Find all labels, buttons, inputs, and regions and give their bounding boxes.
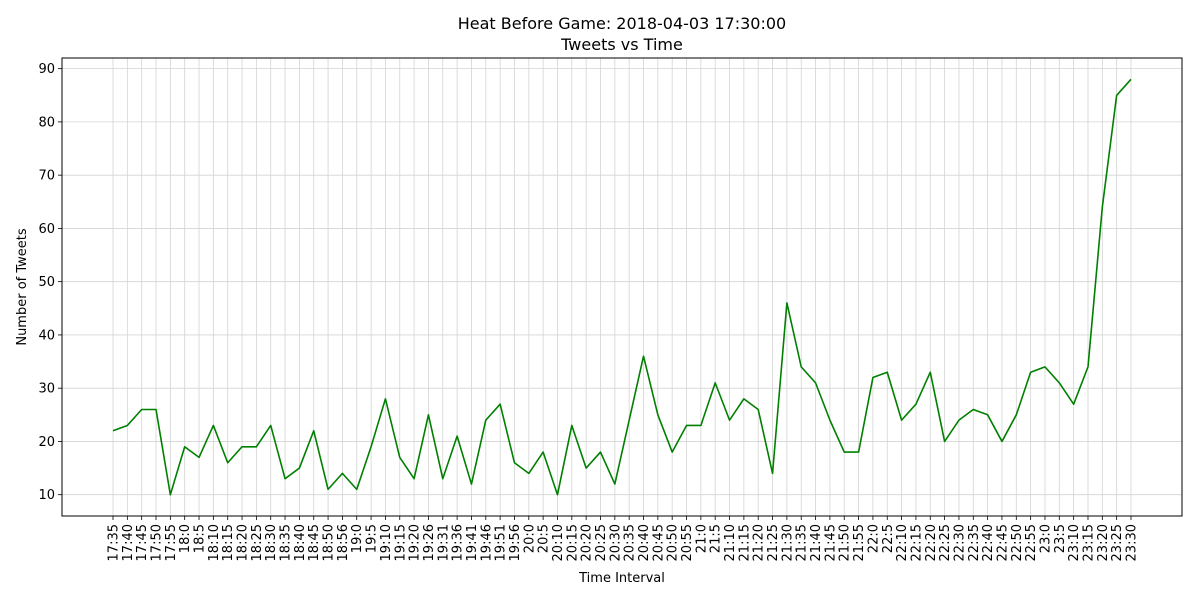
x-tick-label: 21:35	[795, 524, 810, 561]
x-tick-label: 21:20	[752, 524, 767, 561]
x-tick-label: 20:50	[666, 524, 681, 561]
y-tick-label: 30	[38, 382, 55, 397]
x-tick-label: 21:40	[809, 524, 824, 561]
plot-area	[61, 57, 1183, 517]
x-tick-label: 20:40	[637, 524, 652, 561]
x-tick-label: 22:10	[895, 524, 910, 561]
x-tick-label: 20:0	[522, 524, 537, 553]
x-tick-label: 23:30	[1125, 524, 1140, 561]
x-tick-label: 23:5	[1053, 524, 1068, 553]
x-tick-label: 21:55	[852, 524, 867, 561]
x-tick-label: 18:45	[307, 524, 322, 561]
x-tick-label: 21:30	[780, 524, 795, 561]
x-tick-label: 19:56	[508, 524, 523, 561]
x-tick-label: 19:10	[379, 524, 394, 561]
y-tick-label: 50	[38, 275, 55, 290]
y-axis-label: Number of Tweets	[15, 228, 30, 346]
x-tick-label: 18:10	[207, 524, 222, 561]
x-tick-label: 17:45	[135, 524, 150, 561]
x-tick-label: 19:5	[365, 524, 380, 553]
x-tick-label: 20:20	[580, 524, 595, 561]
x-tick-label: 20:30	[608, 524, 623, 561]
x-tick-label: 18:5	[193, 524, 208, 553]
x-tick-label: 18:0	[178, 524, 193, 553]
x-tick-label: 22:35	[967, 524, 982, 561]
y-tick-label: 90	[38, 62, 55, 77]
chart-subtitle: Tweets vs Time	[560, 35, 683, 54]
y-tick-label: 40	[38, 328, 55, 343]
x-tick-label: 22:50	[1010, 524, 1025, 561]
x-tick-label: 21:0	[694, 524, 709, 553]
x-tick-label: 19:51	[494, 524, 509, 561]
x-tick-label: 18:35	[279, 524, 294, 561]
x-tick-label: 20:25	[594, 524, 609, 561]
x-tick-label: 18:50	[322, 524, 337, 561]
x-tick-label: 21:25	[766, 524, 781, 561]
y-tick-label: 70	[38, 169, 55, 184]
x-tick-label: 21:5	[709, 524, 724, 553]
y-tick-label: 80	[38, 115, 55, 130]
x-tick-label: 23:20	[1096, 524, 1111, 561]
x-axis: 17:35 17:40 17:45 17:50 17:55 18:0 18:5 18:10 18…	[107, 516, 1140, 561]
x-tick-label: 22:45	[995, 524, 1010, 561]
x-tick-label: 23:25	[1110, 524, 1125, 561]
x-tick-label: 22:20	[924, 524, 939, 561]
x-tick-label: 18:30	[264, 524, 279, 561]
x-tick-label: 17:50	[150, 524, 165, 561]
x-tick-label: 19:15	[393, 524, 408, 561]
x-tick-label: 18:25	[250, 524, 265, 561]
y-tick-label: 20	[38, 435, 55, 450]
x-tick-label: 20:5	[537, 524, 552, 553]
x-tick-label: 22:25	[938, 524, 953, 561]
x-tick-label: 18:40	[293, 524, 308, 561]
x-tick-label: 22:55	[1024, 524, 1039, 561]
x-tick-label: 18:56	[336, 524, 351, 561]
x-tick-label: 20:35	[623, 524, 638, 561]
x-tick-label: 22:40	[981, 524, 996, 561]
x-tick-label: 17:35	[107, 524, 122, 561]
x-tick-label: 19:36	[451, 524, 466, 561]
x-tick-label: 19:26	[422, 524, 437, 561]
x-tick-label: 19:41	[465, 524, 480, 561]
x-axis-label: Time Interval	[578, 571, 665, 586]
y-axis: 10 20 30 40 50 60 70 80 90	[38, 62, 62, 503]
x-tick-label: 20:55	[680, 524, 695, 561]
y-tick-label: 60	[38, 222, 55, 237]
x-tick-label: 19:20	[408, 524, 423, 561]
x-tick-label: 23:15	[1081, 524, 1096, 561]
x-tick-label: 22:0	[866, 524, 881, 553]
x-tick-label: 23:10	[1067, 524, 1082, 561]
x-tick-label: 17:55	[164, 524, 179, 561]
chart-title: Heat Before Game: 2018-04-03 17:30:00	[458, 14, 786, 33]
x-tick-label: 20:15	[565, 524, 580, 561]
y-tick-label: 10	[38, 488, 55, 503]
x-tick-label: 22:30	[952, 524, 967, 561]
x-tick-label: 21:10	[723, 524, 738, 561]
series-line	[112, 78, 1132, 496]
x-tick-label: 18:15	[221, 524, 236, 561]
x-tick-label: 20:45	[651, 524, 666, 561]
x-tick-label: 20:10	[551, 524, 566, 561]
grid	[62, 58, 1182, 516]
x-tick-label: 19:0	[350, 524, 365, 553]
series-layer	[112, 78, 1132, 496]
x-tick-label: 19:31	[436, 524, 451, 561]
x-tick-label: 18:20	[236, 524, 251, 561]
x-tick-label: 23:0	[1038, 524, 1053, 553]
x-tick-label: 21:45	[823, 524, 838, 561]
x-tick-label: 21:50	[838, 524, 853, 561]
x-tick-label: 17:40	[121, 524, 136, 561]
x-tick-label: 22:5	[881, 524, 896, 553]
x-tick-label: 19:46	[479, 524, 494, 561]
x-tick-label: 22:15	[909, 524, 924, 561]
x-tick-label: 21:15	[737, 524, 752, 561]
